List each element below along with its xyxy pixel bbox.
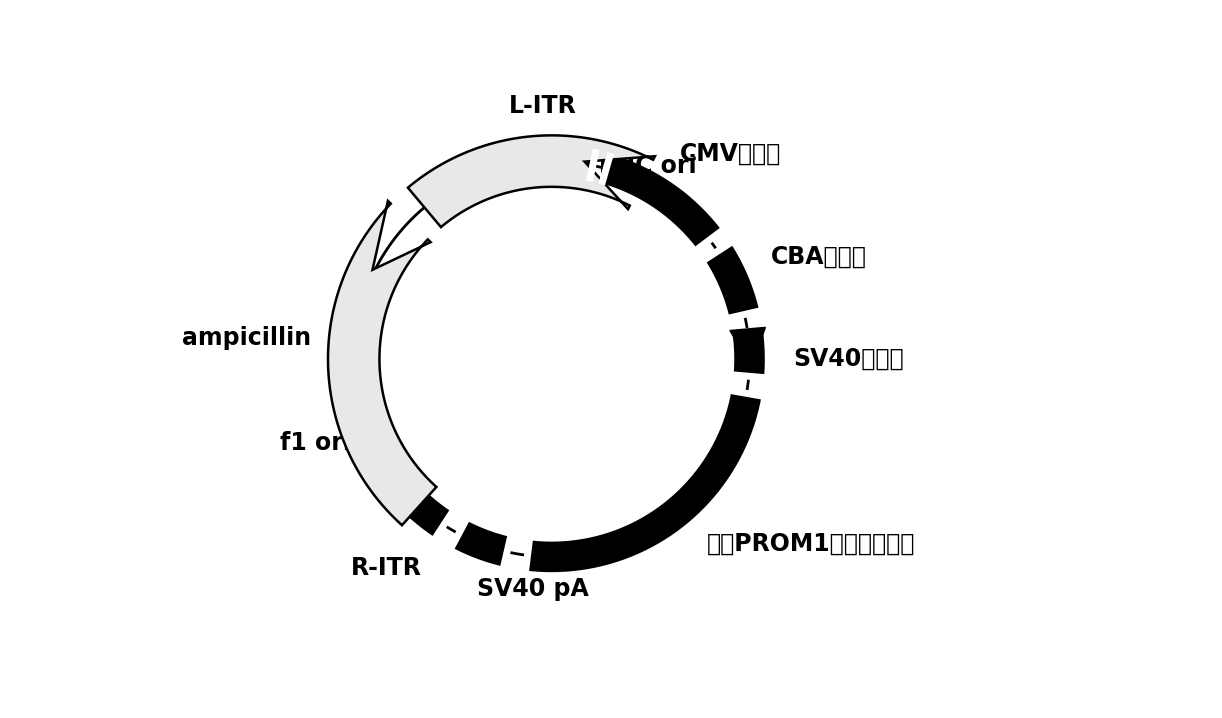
- Text: SV40 pA: SV40 pA: [477, 577, 589, 601]
- Polygon shape: [730, 327, 765, 368]
- Text: ampicillin: ampicillin: [182, 326, 312, 350]
- Text: CBA启动子: CBA启动子: [770, 245, 866, 269]
- Text: 人源PROM1优化表达序列: 人源PROM1优化表达序列: [706, 532, 915, 556]
- Text: CMV增强子: CMV增强子: [679, 142, 781, 167]
- Text: pUC ori: pUC ori: [599, 154, 697, 178]
- Text: f1 ori: f1 ori: [280, 432, 351, 455]
- Polygon shape: [408, 136, 655, 227]
- Text: R-ITR: R-ITR: [351, 556, 422, 580]
- Text: L-ITR: L-ITR: [510, 94, 577, 118]
- Text: SV40内含子: SV40内含子: [793, 347, 904, 371]
- Polygon shape: [327, 201, 436, 525]
